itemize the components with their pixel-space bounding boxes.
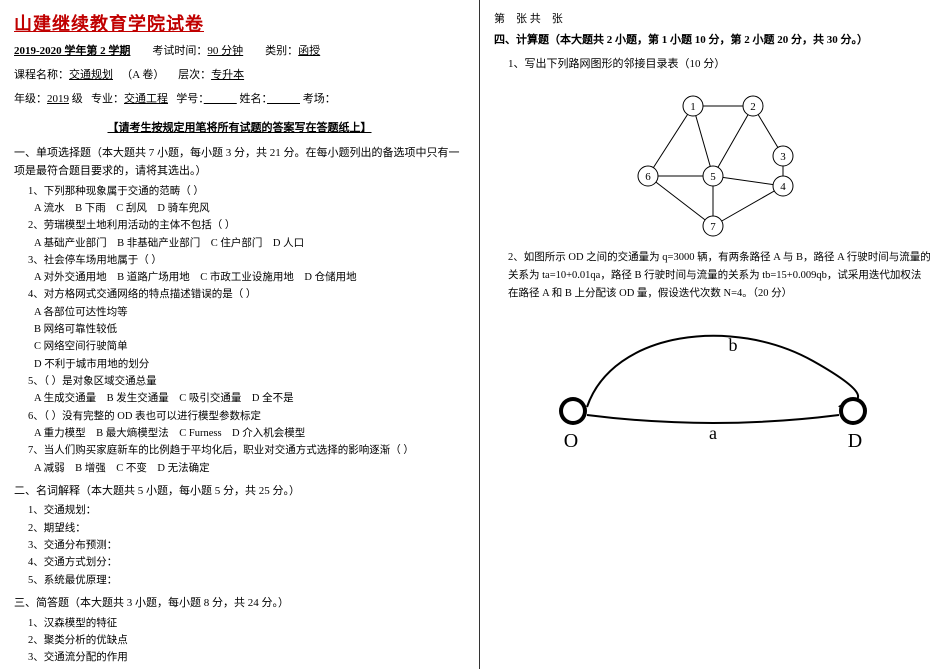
left-column: 山建继续教育学院试卷 2019-2020 学年第 2 学期 考试时间：90 分钟… [0, 0, 480, 669]
svg-text:7: 7 [710, 221, 716, 233]
name-label: 姓名： [240, 93, 268, 105]
q7-opts: A 减弱 B 增强 C 不变 D 无法确定 [14, 460, 465, 477]
category-label: 类别： [265, 45, 298, 57]
q6: 6、（ ）没有完整的 OD 表也可以进行模型参数标定 [14, 408, 465, 425]
q3: 3、社会停车场用地属于（ ） [14, 252, 465, 269]
s4-q2: 2、如图所示 OD 之间的交通量为 q=3000 辆，有两条路径 A 与 B，路… [494, 249, 931, 303]
grade-line: 年级：2019 级 专业：交通工程 学号： 姓名： 考场： [14, 90, 465, 110]
q2-opts: A 基础产业部门 B 非基础产业部门 C 住户部门 D 人口 [14, 235, 465, 252]
svg-text:4: 4 [780, 181, 786, 193]
paper-title: 山建继续教育学院试卷 [14, 10, 465, 36]
svg-text:3: 3 [780, 151, 786, 163]
q1-opts: A 流水 B 下雨 C 刮风 D 骑车兜风 [14, 200, 465, 217]
q4-a: A 各部位可达性均等 [14, 304, 465, 321]
q4-b: B 网络可靠性较低 [14, 321, 465, 338]
id-label: 学号： [176, 93, 204, 105]
s3-i1: 1、汉森模型的特征 [14, 615, 465, 632]
page-indicator: 第 张 共 张 [494, 10, 931, 26]
section2-title: 二、名词解释（本大题共 5 小题，每小题 5 分，共 25 分。） [14, 483, 465, 501]
svg-text:O: O [563, 430, 577, 452]
q7: 7、当人们购买家庭新车的比例趋于平均化后，职业对交通方式选择的影响逐渐（ ） [14, 442, 465, 459]
course-label: 课程名称： [14, 69, 69, 81]
q2: 2、劳瑞模型土地利用活动的主体不包括（ ） [14, 217, 465, 234]
q1: 1、下列那种现象属于交通的范畴（ ） [14, 183, 465, 200]
q5-opts: A 生成交通量 B 发生交通量 C 吸引交通量 D 全不是 [14, 390, 465, 407]
level: 专升本 [211, 69, 244, 81]
s2-i3: 3、交通分布预测： [14, 537, 465, 554]
q6-opts: A 重力模型 B 最大熵模型法 C Furness D 介入机会模型 [14, 425, 465, 442]
s3-i2: 2、聚类分析的优缺点 [14, 632, 465, 649]
exam-notice: 【请考生按规定用笔将所有试题的答案写在答题纸上】 [14, 119, 465, 135]
s2-i5: 5、系统最优原理： [14, 572, 465, 589]
od-route-graph: O D a b [533, 311, 893, 461]
course-line: 课程名称：交通规划 （A 卷） 层次：专升本 [14, 66, 465, 86]
paper-type: （A 卷） [121, 69, 164, 81]
svg-text:a: a [709, 423, 717, 443]
s2-i2: 2、期望线： [14, 520, 465, 537]
q4: 4、对方格网式交通网络的特点描述错误的是（ ） [14, 286, 465, 303]
q4-d: D 不利于城市用地的划分 [14, 356, 465, 373]
right-column: 第 张 共 张 四、计算题（本大题共 2 小题，第 1 小题 10 分，第 2 … [480, 0, 945, 669]
term: 2019-2020 学年第 2 学期 [14, 45, 130, 57]
grade: 2019 [47, 93, 69, 105]
s3-i3: 3、交通流分配的作用 [14, 649, 465, 666]
exam-time: 90 分钟 [207, 45, 243, 57]
exam-time-label: 考试时间： [152, 45, 207, 57]
id-blank [204, 93, 237, 105]
s2-i4: 4、交通方式划分： [14, 554, 465, 571]
svg-text:2: 2 [750, 101, 756, 113]
major: 交通工程 [124, 93, 168, 105]
term-line: 2019-2020 学年第 2 学期 考试时间：90 分钟 类别：函授 [14, 42, 465, 62]
q3-opts: A 对外交通用地 B 道路广场用地 C 市政工业设施用地 D 仓储用地 [14, 269, 465, 286]
q5: 5、（ ）是对象区域交通总量 [14, 373, 465, 390]
svg-text:1: 1 [690, 101, 696, 113]
svg-text:b: b [728, 335, 737, 355]
major-label: 专业： [91, 93, 124, 105]
level-label: 层次： [178, 69, 211, 81]
section4-title: 四、计算题（本大题共 2 小题，第 1 小题 10 分，第 2 小题 20 分，… [494, 32, 931, 50]
s2-i1: 1、交通规划： [14, 502, 465, 519]
section3-title: 三、简答题（本大题共 3 小题，每小题 8 分，共 24 分。） [14, 595, 465, 613]
name-blank [267, 93, 300, 105]
s4-q1: 1、写出下列路网图形的邻接目录表（10 分） [494, 56, 931, 74]
network-graph: 1 2 3 4 5 6 7 [593, 81, 833, 241]
grade-label: 年级： [14, 93, 47, 105]
grade-suffix: 级 [72, 93, 83, 105]
svg-text:D: D [847, 430, 861, 452]
svg-text:5: 5 [710, 171, 716, 183]
category: 函授 [298, 45, 320, 57]
svg-text:6: 6 [645, 171, 651, 183]
section1-title: 一、单项选择题（本大题共 7 小题，每小题 3 分，共 21 分。在每小题列出的… [14, 145, 465, 180]
q4-c: C 网络空间行驶简单 [14, 338, 465, 355]
room-label: 考场： [303, 93, 336, 105]
course: 交通规划 [69, 69, 113, 81]
